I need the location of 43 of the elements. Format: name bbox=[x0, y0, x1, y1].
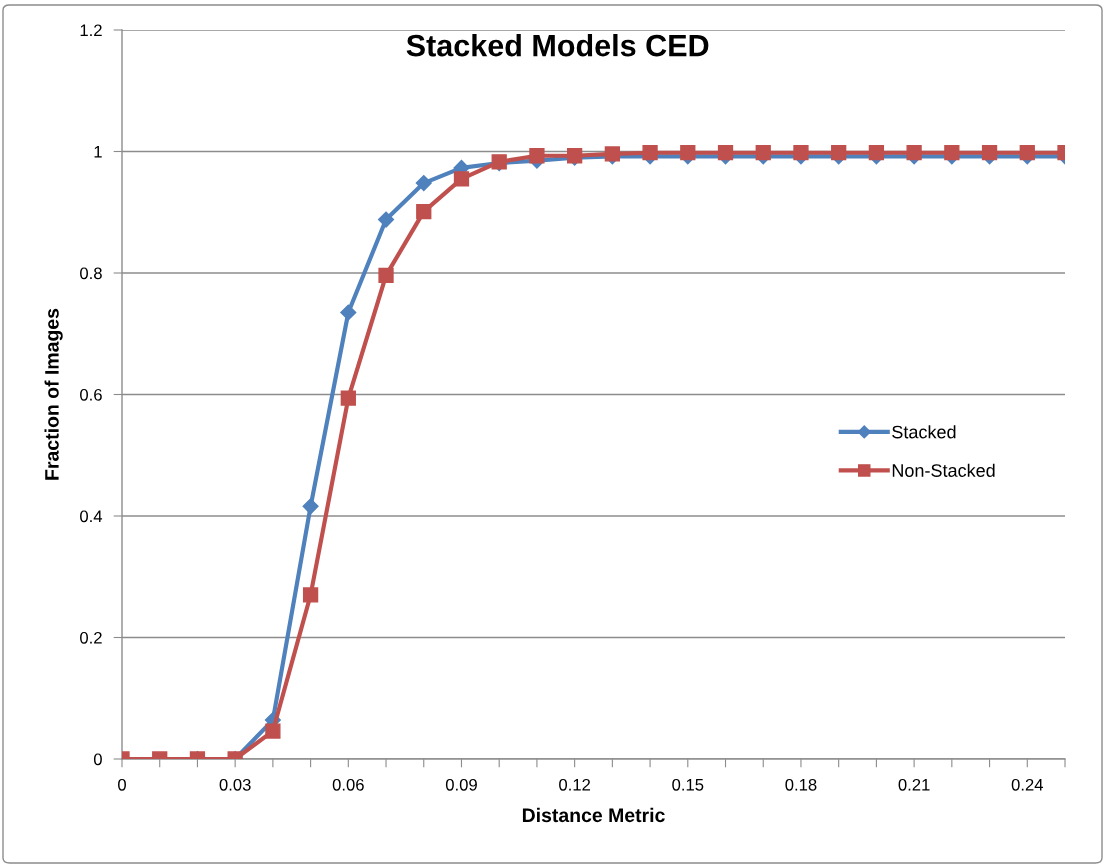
y-tick-label: 1 bbox=[94, 146, 102, 158]
point bbox=[340, 390, 356, 406]
point bbox=[302, 498, 319, 515]
point bbox=[377, 211, 395, 228]
legend-label: Stacked bbox=[892, 425, 956, 439]
y-tick-label: 0.6 bbox=[80, 388, 102, 401]
point bbox=[415, 175, 432, 192]
point bbox=[831, 145, 847, 161]
point bbox=[906, 145, 922, 161]
point bbox=[642, 145, 658, 161]
x-tick-label: 0.09 bbox=[445, 778, 477, 791]
point bbox=[1019, 145, 1035, 161]
point bbox=[529, 148, 545, 164]
point bbox=[981, 145, 998, 161]
x-tick-label: 0.06 bbox=[332, 778, 364, 791]
y-tick-label: 0.8 bbox=[80, 267, 102, 280]
y-tick-label: 0.4 bbox=[80, 510, 103, 523]
point bbox=[378, 267, 394, 284]
y-axis-title: Fraction of Images bbox=[44, 308, 63, 480]
point bbox=[680, 145, 696, 161]
point bbox=[868, 145, 885, 161]
x-tick-label: 0.12 bbox=[559, 778, 591, 791]
point bbox=[944, 145, 960, 161]
x-tick-label: 0.21 bbox=[898, 778, 930, 791]
x-tick-label: 0.03 bbox=[219, 778, 251, 791]
legend-label: Non-Stacked bbox=[892, 463, 995, 477]
x-axis-title: Distance Metric bbox=[522, 807, 665, 823]
x-tick-label: 0 bbox=[118, 778, 126, 791]
x-tick-label: 0.24 bbox=[1011, 778, 1044, 791]
point bbox=[302, 587, 319, 603]
x-tick-label: 0.18 bbox=[785, 778, 817, 791]
point bbox=[755, 145, 771, 161]
chart-title: Stacked Models CED bbox=[406, 33, 709, 57]
point bbox=[265, 723, 281, 739]
point bbox=[340, 304, 357, 321]
x-tick-label: 0.15 bbox=[672, 778, 704, 791]
y-tick-label: 1.2 bbox=[80, 24, 102, 37]
point bbox=[717, 145, 734, 161]
point bbox=[793, 145, 809, 161]
point bbox=[416, 204, 432, 220]
y-tick-label: 0 bbox=[93, 753, 102, 766]
y-tick-label: 0.2 bbox=[80, 631, 102, 644]
point bbox=[453, 171, 470, 187]
